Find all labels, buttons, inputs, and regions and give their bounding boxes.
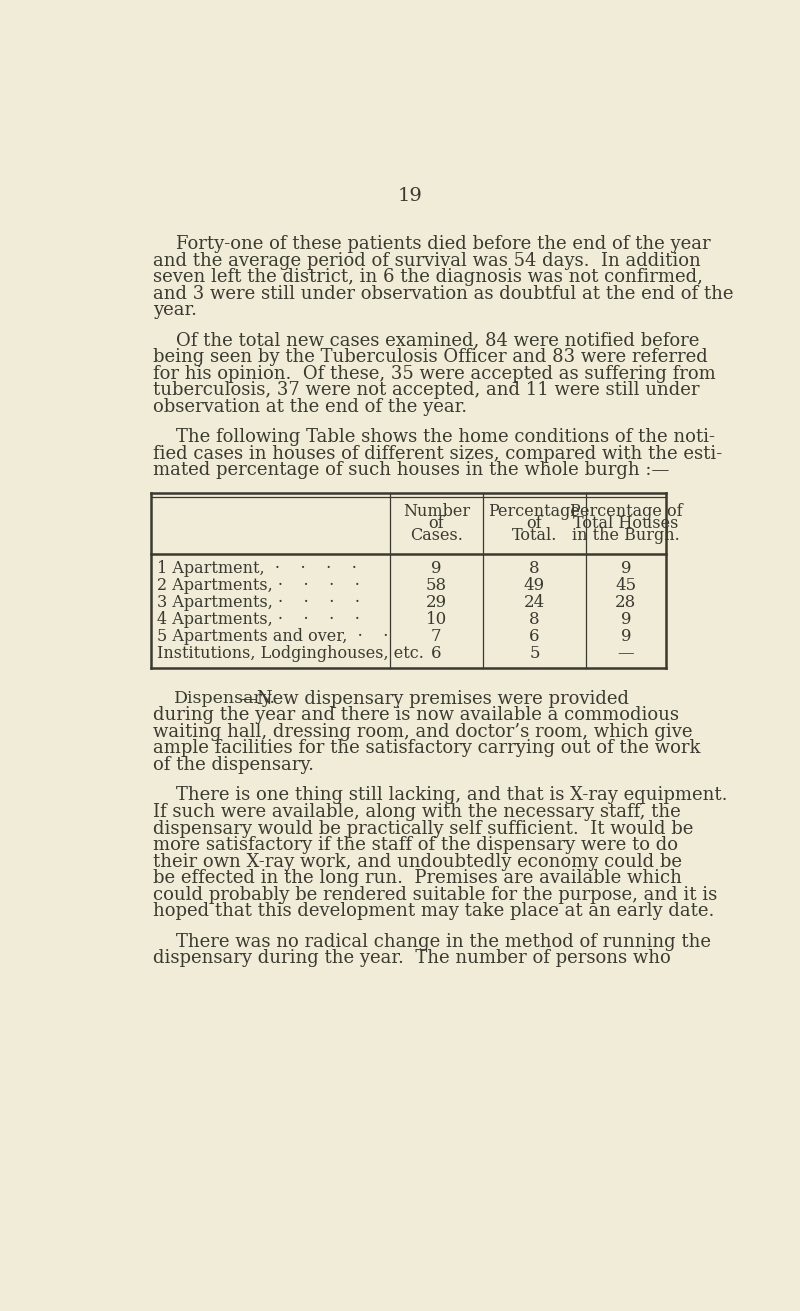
Text: 29: 29 xyxy=(426,594,447,611)
Text: 28: 28 xyxy=(615,594,637,611)
Text: mated percentage of such houses in the whole burgh :—: mated percentage of such houses in the w… xyxy=(153,461,669,480)
Text: 5 Apartments and over,  ·    ·: 5 Apartments and over, · · xyxy=(158,628,389,645)
Text: There was no radical change in the method of running the: There was no radical change in the metho… xyxy=(153,932,710,950)
Text: Cases.: Cases. xyxy=(410,527,462,544)
Text: 45: 45 xyxy=(615,577,637,594)
Text: 9: 9 xyxy=(621,628,631,645)
Text: —: — xyxy=(618,645,634,662)
Text: tuberculosis, 37 were not accepted, and 11 were still under: tuberculosis, 37 were not accepted, and … xyxy=(153,382,699,400)
Text: Forty-one of these patients died before the end of the year: Forty-one of these patients died before … xyxy=(153,235,710,253)
Text: their own X-ray work, and undoubtedly economy could be: their own X-ray work, and undoubtedly ec… xyxy=(153,852,682,871)
Text: Percentage: Percentage xyxy=(489,502,580,519)
Text: observation at the end of the year.: observation at the end of the year. xyxy=(153,399,467,416)
Text: Percentage of: Percentage of xyxy=(570,502,682,519)
Text: 9: 9 xyxy=(621,560,631,577)
Text: dispensary would be practically self sufficient.  It would be: dispensary would be practically self suf… xyxy=(153,819,693,838)
Text: year.: year. xyxy=(153,302,197,320)
Text: 5: 5 xyxy=(529,645,540,662)
Text: of: of xyxy=(429,515,444,532)
Text: in the Burgh.: in the Burgh. xyxy=(572,527,680,544)
Text: seven left the district, in 6 the diagnosis was not confirmed,: seven left the district, in 6 the diagno… xyxy=(153,269,702,286)
Text: ample facilities for the satisfactory carrying out of the work: ample facilities for the satisfactory ca… xyxy=(153,739,700,758)
Text: Of the total new cases examined, 84 were notified before: Of the total new cases examined, 84 were… xyxy=(153,332,699,350)
Text: being seen by the Tuberculosis Officer and 83 were referred: being seen by the Tuberculosis Officer a… xyxy=(153,349,707,366)
Text: 8: 8 xyxy=(529,611,540,628)
Text: The following Table shows the home conditions of the noti-: The following Table shows the home condi… xyxy=(153,429,714,446)
Text: 49: 49 xyxy=(524,577,545,594)
Text: 6: 6 xyxy=(529,628,540,645)
Text: 8: 8 xyxy=(529,560,540,577)
Text: hoped that this development may take place at an early date.: hoped that this development may take pla… xyxy=(153,902,714,920)
Text: 24: 24 xyxy=(524,594,545,611)
Text: dispensary during the year.  The number of persons who: dispensary during the year. The number o… xyxy=(153,949,670,968)
Text: 58: 58 xyxy=(426,577,447,594)
Text: waiting hall, dressing room, and doctor’s room, which give: waiting hall, dressing room, and doctor’… xyxy=(153,722,692,741)
Text: Total Houses: Total Houses xyxy=(573,515,678,532)
Text: be effected in the long run.  Premises are available which: be effected in the long run. Premises ar… xyxy=(153,869,682,888)
Text: 10: 10 xyxy=(426,611,447,628)
Text: for his opinion.  Of these, 35 were accepted as suffering from: for his opinion. Of these, 35 were accep… xyxy=(153,364,715,383)
Text: Total.: Total. xyxy=(512,527,557,544)
Text: could probably be rendered suitable for the purpose, and it is: could probably be rendered suitable for … xyxy=(153,886,717,903)
Text: of: of xyxy=(526,515,542,532)
Text: 1 Apartment,  ·    ·    ·    ·: 1 Apartment, · · · · xyxy=(158,560,358,577)
Text: There is one thing still lacking, and that is X-ray equipment.: There is one thing still lacking, and th… xyxy=(153,787,727,805)
Text: and 3 were still under observation as doubtful at the end of the: and 3 were still under observation as do… xyxy=(153,284,734,303)
Text: Dispensary.: Dispensary. xyxy=(174,690,277,707)
Text: during the year and there is now available a commodious: during the year and there is now availab… xyxy=(153,707,678,725)
Text: and the average period of survival was 54 days.  In addition: and the average period of survival was 5… xyxy=(153,252,701,270)
Text: 4 Apartments, ·    ·    ·    ·: 4 Apartments, · · · · xyxy=(158,611,360,628)
Text: —New dispensary premises were provided: —New dispensary premises were provided xyxy=(238,690,629,708)
Text: of the dispensary.: of the dispensary. xyxy=(153,756,314,773)
Text: Number: Number xyxy=(402,502,470,519)
Text: 7: 7 xyxy=(431,628,442,645)
Text: If such were available, along with the necessary staff, the: If such were available, along with the n… xyxy=(153,802,681,821)
Text: 6: 6 xyxy=(431,645,442,662)
Text: 9: 9 xyxy=(621,611,631,628)
Text: 3 Apartments, ·    ·    ·    ·: 3 Apartments, · · · · xyxy=(158,594,360,611)
Text: 19: 19 xyxy=(398,187,422,206)
Text: Institutions, Lodginghouses, etc.: Institutions, Lodginghouses, etc. xyxy=(158,645,424,662)
Text: fied cases in houses of different sizes, compared with the esti-: fied cases in houses of different sizes,… xyxy=(153,444,722,463)
Text: 2 Apartments, ·    ·    ·    ·: 2 Apartments, · · · · xyxy=(158,577,360,594)
Text: 9: 9 xyxy=(431,560,442,577)
Text: more satisfactory if the staff of the dispensary were to do: more satisfactory if the staff of the di… xyxy=(153,836,678,853)
